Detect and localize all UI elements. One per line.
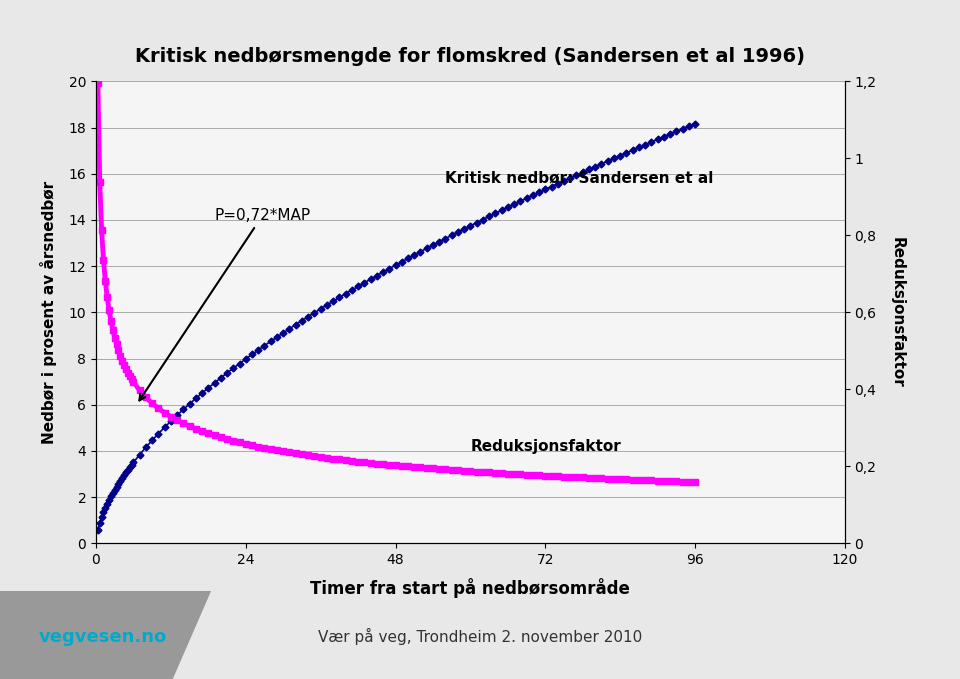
Text: vegvesen.no: vegvesen.no (38, 627, 167, 646)
Text: Kritisk nedbør: Sandersen et al: Kritisk nedbør: Sandersen et al (445, 171, 714, 186)
Polygon shape (0, 591, 211, 679)
Text: Vær på veg, Trondheim 2. november 2010: Vær på veg, Trondheim 2. november 2010 (318, 627, 642, 644)
X-axis label: Timer fra start på nedbørsområde: Timer fra start på nedbørsområde (310, 578, 631, 598)
Title: Kritisk nedbørsmengde for flomskred (Sandersen et al 1996): Kritisk nedbørsmengde for flomskred (San… (135, 47, 805, 66)
Text: P=0,72*MAP: P=0,72*MAP (139, 208, 311, 401)
Y-axis label: Reduksjonsfaktor: Reduksjonsfaktor (889, 237, 904, 388)
Y-axis label: Nedbør i prosent av årsnedbør: Nedbør i prosent av årsnedbør (40, 181, 58, 444)
Text: Reduksjonsfaktor: Reduksjonsfaktor (470, 439, 621, 454)
